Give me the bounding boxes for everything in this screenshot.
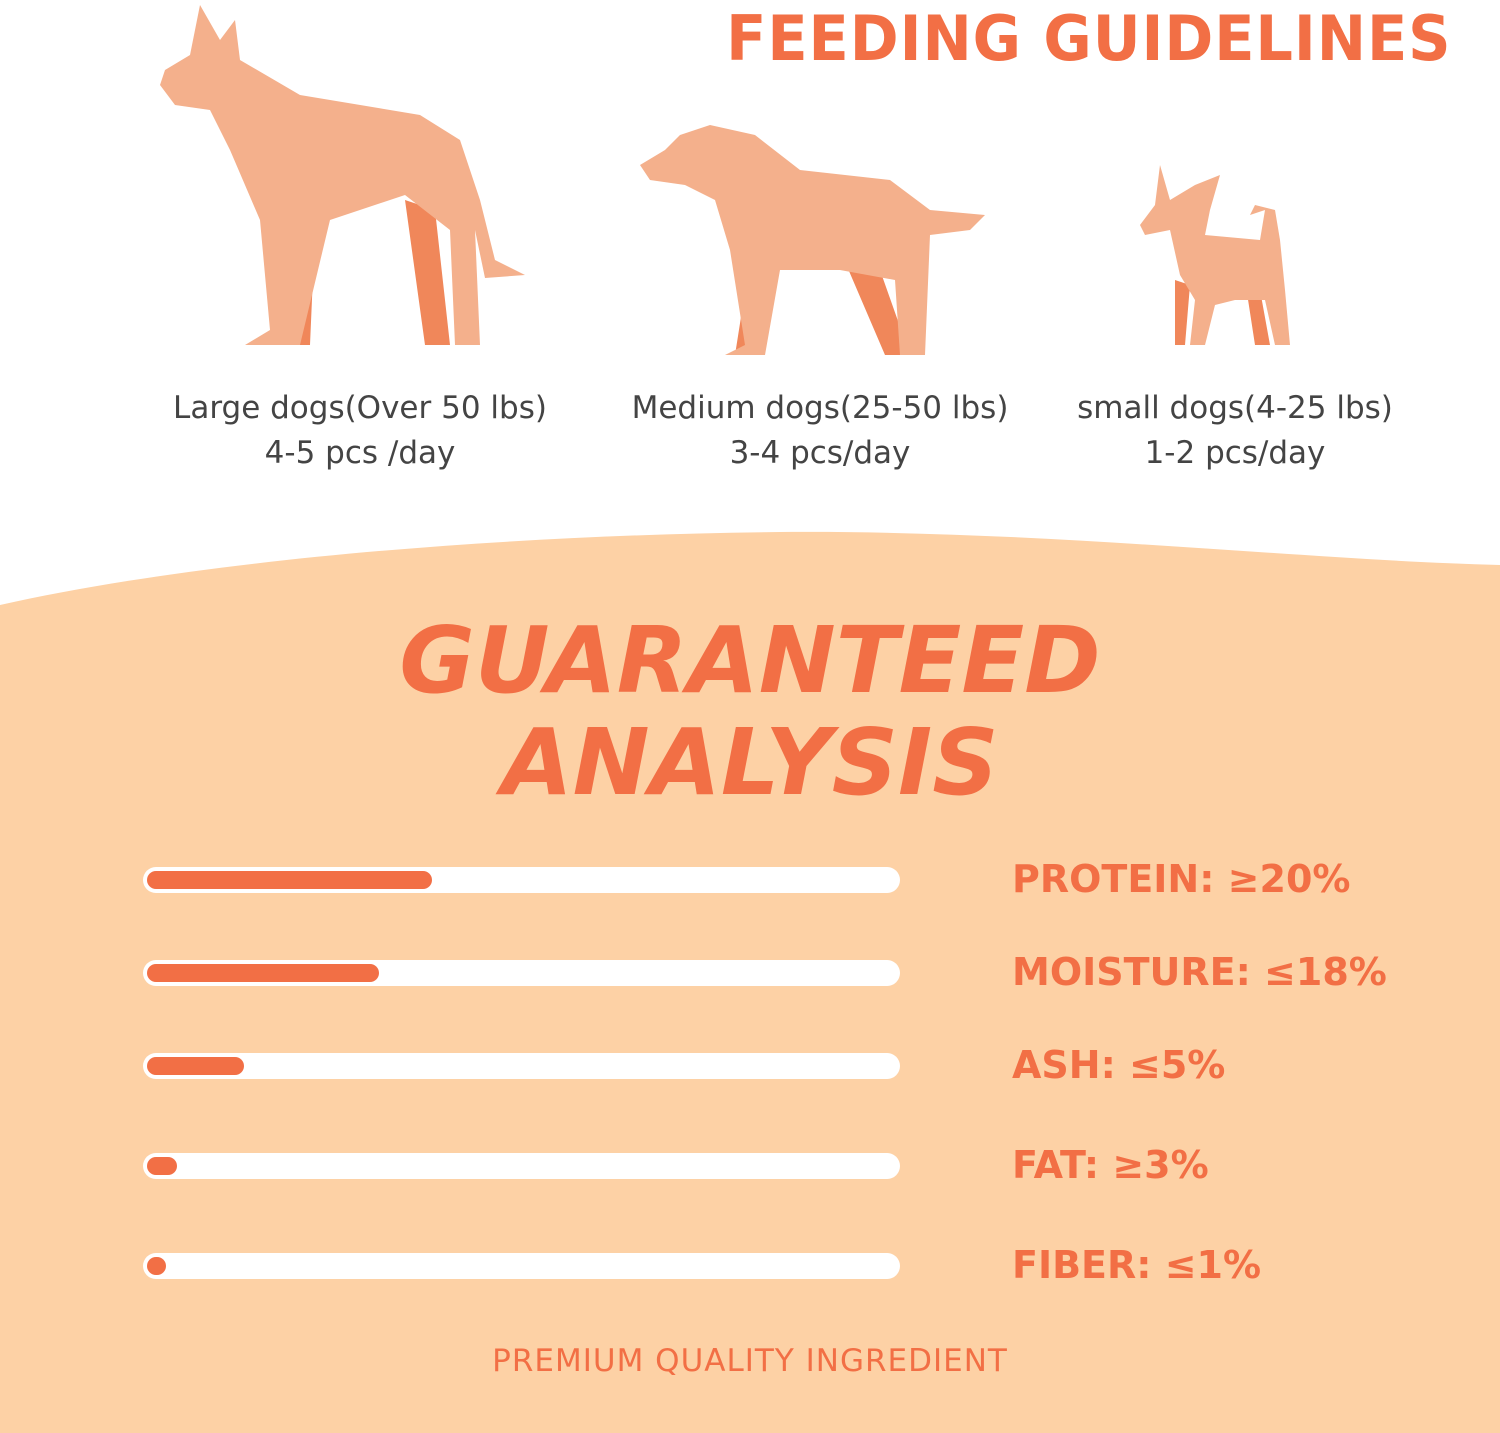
dog-size: Medium dogs(25-50 lbs) [631,390,1009,426]
nutrient-label: FIBER: ≤1% [1012,1243,1262,1287]
nutrient-bar-fill [147,871,432,889]
dog-size: Large dogs(Over 50 lbs) [173,390,547,426]
nutrient-bar [143,867,900,893]
medium-dog-icon [640,125,985,355]
nutrient-label: ASH: ≤5% [1012,1043,1226,1087]
dog-amount: 1-2 pcs/day [1144,435,1326,471]
small-dog-icon [1140,165,1290,345]
analysis-title-line2: ANALYSIS [501,709,999,816]
footer-text: PREMIUM QUALITY INGREDIENT [492,1343,1008,1379]
dog-size: small dogs(4-25 lbs) [1077,390,1393,426]
large-dog-guideline: Large dogs(Over 50 lbs) 4-5 pcs /day [140,386,580,476]
nutrient-bar-fill [147,964,380,982]
nutrient-bar [143,960,900,986]
nutrient-bar-fill [147,1257,166,1275]
medium-dog-guideline: Medium dogs(25-50 lbs) 3-4 pcs/day [600,386,1040,476]
analysis-title-line1: GUARANTEED [399,607,1101,714]
nutrient-label: FAT: ≥3% [1012,1143,1209,1187]
feeding-title: FEEDING GUIDELINES [726,2,1452,75]
nutrient-bar [143,1153,900,1179]
dog-amount: 4-5 pcs /day [264,435,456,471]
large-dog-icon [160,5,525,345]
nutrient-bar [143,1253,900,1279]
dog-amount: 3-4 pcs/day [729,435,911,471]
nutrient-bar [143,1053,900,1079]
nutrient-bar-fill [147,1057,245,1075]
nutrient-bar-fill [147,1157,177,1175]
nutrient-label: PROTEIN: ≥20% [1012,857,1351,901]
small-dog-guideline: small dogs(4-25 lbs) 1-2 pcs/day [1035,386,1435,476]
nutrient-label: MOISTURE: ≤18% [1012,950,1387,994]
